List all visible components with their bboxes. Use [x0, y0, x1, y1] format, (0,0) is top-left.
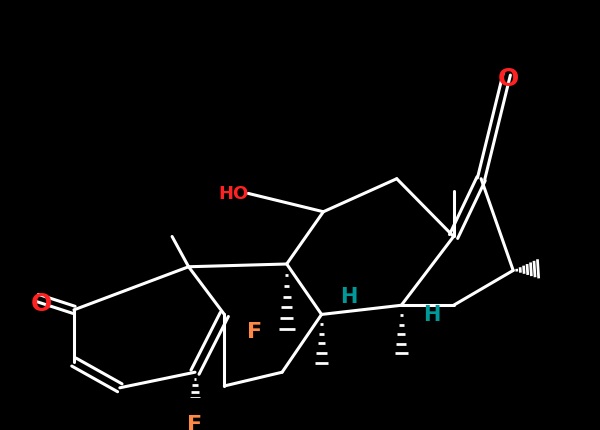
Text: H: H	[340, 286, 358, 307]
Text: F: F	[247, 321, 262, 341]
Text: HO: HO	[218, 185, 248, 203]
Text: O: O	[498, 67, 519, 91]
Text: F: F	[187, 415, 203, 430]
Text: H: H	[423, 305, 440, 325]
Text: O: O	[31, 292, 52, 316]
